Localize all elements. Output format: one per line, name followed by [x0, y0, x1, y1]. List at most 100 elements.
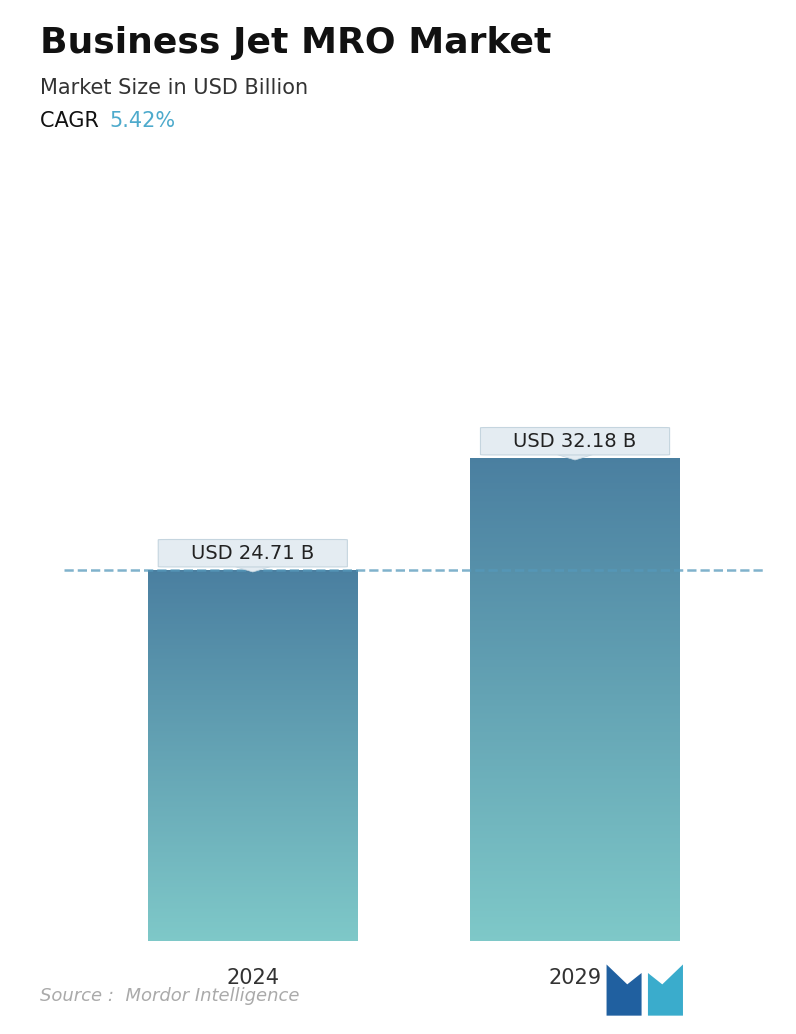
Bar: [148, 676, 358, 677]
Bar: [148, 679, 358, 680]
Bar: [148, 643, 358, 644]
Bar: [470, 708, 680, 709]
Bar: [470, 609, 680, 610]
Bar: [470, 552, 680, 554]
Bar: [148, 875, 358, 876]
Bar: [148, 932, 358, 933]
Bar: [148, 615, 358, 616]
Bar: [148, 811, 358, 812]
Bar: [148, 929, 358, 930]
Bar: [470, 817, 680, 818]
Bar: [148, 844, 358, 845]
Bar: [148, 838, 358, 839]
Bar: [148, 909, 358, 910]
Bar: [470, 557, 680, 558]
Bar: [148, 662, 358, 663]
Bar: [148, 769, 358, 770]
Bar: [148, 905, 358, 906]
Bar: [148, 787, 358, 788]
Bar: [470, 755, 680, 757]
Bar: [148, 911, 358, 912]
Bar: [470, 617, 680, 619]
Bar: [470, 868, 680, 869]
Bar: [470, 749, 680, 751]
Bar: [470, 777, 680, 779]
Bar: [470, 869, 680, 870]
Bar: [148, 581, 358, 582]
Bar: [470, 783, 680, 784]
Bar: [148, 608, 358, 609]
Bar: [148, 888, 358, 889]
Bar: [148, 663, 358, 664]
Bar: [470, 575, 680, 577]
Bar: [148, 778, 358, 779]
Text: USD 24.71 B: USD 24.71 B: [191, 544, 314, 562]
Bar: [470, 476, 680, 477]
Bar: [470, 918, 680, 919]
Bar: [470, 832, 680, 833]
Bar: [470, 666, 680, 667]
Bar: [470, 498, 680, 499]
Bar: [470, 679, 680, 680]
Bar: [470, 807, 680, 809]
Bar: [148, 746, 358, 747]
Bar: [148, 923, 358, 924]
Bar: [148, 805, 358, 807]
Bar: [148, 605, 358, 606]
Bar: [470, 914, 680, 916]
Bar: [148, 865, 358, 866]
Bar: [148, 860, 358, 861]
Bar: [148, 777, 358, 778]
Bar: [148, 617, 358, 618]
Bar: [470, 544, 680, 545]
Bar: [148, 824, 358, 825]
Bar: [148, 801, 358, 802]
Bar: [470, 906, 680, 907]
Bar: [470, 510, 680, 512]
Bar: [148, 741, 358, 742]
Bar: [148, 882, 358, 883]
Bar: [148, 877, 358, 878]
Bar: [148, 657, 358, 658]
Bar: [148, 673, 358, 674]
Bar: [470, 626, 680, 628]
Bar: [470, 930, 680, 932]
Bar: [470, 890, 680, 891]
Bar: [470, 635, 680, 636]
Bar: [148, 727, 358, 728]
Bar: [470, 587, 680, 588]
Bar: [470, 694, 680, 695]
Bar: [148, 615, 358, 616]
Bar: [148, 799, 358, 800]
Bar: [148, 793, 358, 794]
Bar: [470, 935, 680, 936]
Bar: [470, 646, 680, 648]
Bar: [470, 534, 680, 535]
Bar: [470, 737, 680, 738]
Bar: [148, 664, 358, 665]
Bar: [148, 667, 358, 668]
Bar: [470, 480, 680, 482]
Bar: [470, 541, 680, 542]
Polygon shape: [557, 455, 592, 460]
Bar: [148, 587, 358, 588]
Bar: [470, 831, 680, 832]
Bar: [470, 536, 680, 537]
Bar: [148, 796, 358, 797]
Bar: [470, 813, 680, 815]
Bar: [148, 782, 358, 783]
Bar: [470, 462, 680, 463]
Bar: [470, 470, 680, 472]
Bar: [148, 624, 358, 625]
Bar: [470, 810, 680, 811]
Bar: [470, 761, 680, 762]
Bar: [470, 553, 680, 555]
Bar: [470, 608, 680, 609]
Bar: [470, 584, 680, 585]
Bar: [470, 767, 680, 768]
Bar: [470, 595, 680, 596]
Bar: [470, 861, 680, 862]
Bar: [470, 492, 680, 493]
Bar: [148, 602, 358, 603]
Bar: [148, 655, 358, 656]
